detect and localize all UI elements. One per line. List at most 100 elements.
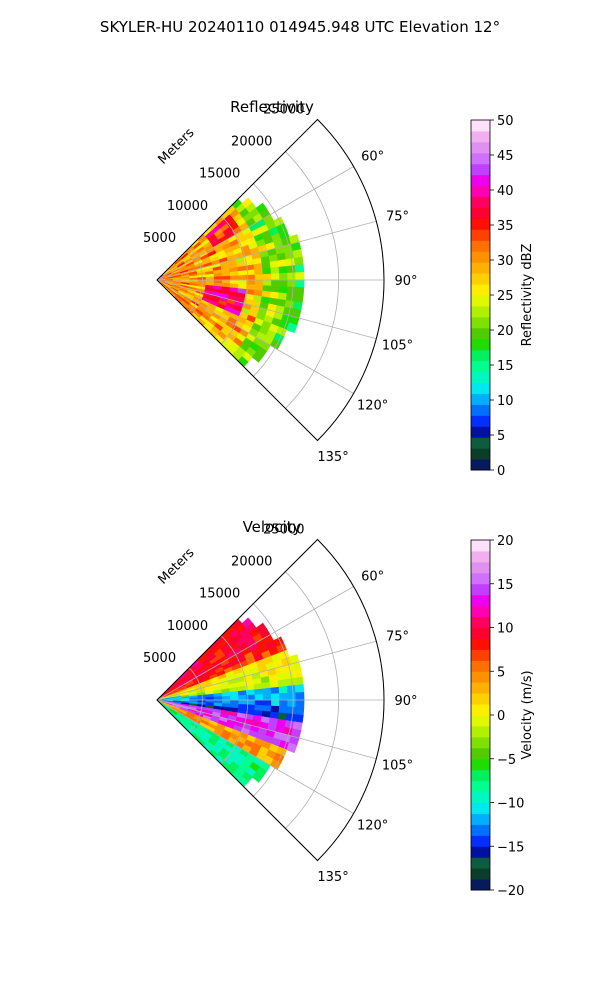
velocity-colorbar-segment xyxy=(471,802,490,814)
reflectivity-colorbar-tick-label: 5 xyxy=(497,429,505,444)
reflectivity-colorbar-tick-label: 30 xyxy=(497,254,514,269)
reflectivity-colorbar-segment xyxy=(471,305,490,318)
velocity-colorbar-tick-label: −10 xyxy=(497,797,524,812)
velocity-echo-cell xyxy=(286,706,297,715)
velocity-echo-cell xyxy=(221,695,231,701)
velocity-colorbar-segment xyxy=(471,572,490,585)
velocity-echo-cell xyxy=(294,684,305,694)
velocity-radial-tick-label: 10000 xyxy=(167,619,208,634)
velocity-colorbar-tick-label: 10 xyxy=(497,622,514,637)
reflectivity-colorbar-segment xyxy=(471,229,490,241)
reflectivity-colorbar-tick-label: 35 xyxy=(497,219,514,234)
reflectivity-colorbar-tick-label: 50 xyxy=(497,114,514,129)
velocity-colorbar-segment xyxy=(471,846,490,858)
velocity-echo-cell xyxy=(262,693,272,701)
velocity-radial-tick-label: 25000 xyxy=(263,522,304,537)
reflectivity-echo-cell xyxy=(229,271,239,277)
reflectivity-angle-tick-label: 75° xyxy=(386,210,409,225)
reflectivity-echo-cell xyxy=(279,279,289,288)
velocity-echo-cell xyxy=(261,681,272,690)
reflectivity-colorbar-segment xyxy=(471,448,490,460)
reflectivity-radial-tick-label: 20000 xyxy=(231,135,272,150)
velocity-echo-cell xyxy=(286,742,298,754)
velocity-colorbar-segment xyxy=(471,758,490,771)
reflectivity-colorbar-tick-label: 40 xyxy=(497,184,514,199)
velocity-echo-cell xyxy=(262,687,272,695)
velocity-colorbar-segment xyxy=(471,769,490,782)
reflectivity-echo-cell xyxy=(287,279,297,288)
reflectivity-echo-cell xyxy=(286,322,298,334)
velocity-echo-cell xyxy=(293,676,304,686)
velocity-echo-cell xyxy=(230,695,240,701)
velocity-colorbar-segment xyxy=(471,561,490,574)
reflectivity-echo-cell xyxy=(287,272,297,281)
velocity-echo-cell xyxy=(279,699,289,708)
velocity-colorbar-segment xyxy=(471,725,490,738)
reflectivity-angle-tick-label: 120° xyxy=(357,399,388,414)
velocity-colorbar-tick-label: −15 xyxy=(497,840,524,855)
velocity-radial-tick-label: 15000 xyxy=(199,587,240,602)
reflectivity-echo-cell xyxy=(278,266,288,274)
velocity-echo-cell xyxy=(277,679,288,688)
velocity-colorbar-segment xyxy=(471,824,490,836)
reflectivity-echo-cell xyxy=(270,273,280,281)
velocity-polar-grid xyxy=(156,538,385,862)
velocity-angle-tick-label: 105° xyxy=(382,758,413,773)
velocity-echo-cell xyxy=(295,691,305,701)
reflectivity-colorbar-tick-label: 15 xyxy=(497,359,514,374)
reflectivity-echo-cell xyxy=(270,285,280,294)
reflectivity-echo-cell xyxy=(286,265,297,274)
reflectivity-angle-tick-label: 60° xyxy=(361,150,384,165)
reflectivity-echo-cell xyxy=(294,286,305,296)
velocity-echo-cell xyxy=(285,677,296,687)
velocity-colorbar-segment xyxy=(471,550,490,563)
reflectivity-angle-tick-label: 105° xyxy=(382,338,413,353)
velocity-colorbar-segment xyxy=(471,791,490,803)
reflectivity-angle-spoke xyxy=(156,166,354,281)
reflectivity-echo-cell xyxy=(213,276,223,281)
reflectivity-colorbar-segment xyxy=(471,185,490,198)
reflectivity-colorbar-tick-label: 10 xyxy=(497,394,514,409)
velocity-colorbar-segment xyxy=(471,682,490,694)
velocity-echo-cell xyxy=(279,692,289,701)
reflectivity-echo-cell xyxy=(237,270,248,277)
velocity-echo-cell xyxy=(238,694,248,701)
velocity-echo-cell xyxy=(254,694,264,701)
velocity-colorbar-segment xyxy=(471,627,490,639)
reflectivity-echo-cell xyxy=(270,279,280,287)
reflectivity-radial-tick-label: 5000 xyxy=(143,231,176,246)
reflectivity-colorbar-segment xyxy=(471,240,490,252)
velocity-echo-cell xyxy=(286,685,297,694)
reflectivity-colorbar-tick-label: 0 xyxy=(497,464,505,479)
velocity-echo-cell xyxy=(251,771,264,783)
reflectivity-colorbar-segment xyxy=(471,316,490,329)
reflectivity-colorbar-segment xyxy=(471,262,490,274)
reflectivity-colorbar-segment xyxy=(471,141,490,154)
reflectivity-colorbar-segment xyxy=(471,426,490,438)
reflectivity-angle-tick-label: 135° xyxy=(317,450,348,465)
reflectivity-colorbar-segment xyxy=(471,152,490,165)
reflectivity-echo-cell xyxy=(295,279,305,289)
reflectivity-colorbar-segment xyxy=(471,207,490,219)
velocity-echo-cell xyxy=(270,693,280,701)
velocity-echo-cell xyxy=(295,699,305,709)
velocity-colorbar-segment xyxy=(471,736,490,749)
reflectivity-colorbar-tick-label: 45 xyxy=(497,149,514,164)
velocity-colorbar-segment xyxy=(471,704,490,716)
velocity-colorbar-segment xyxy=(471,780,490,793)
reflectivity-echo-cell xyxy=(277,259,288,268)
reflectivity-colorbar-segment xyxy=(471,163,490,176)
velocity-sector-outline xyxy=(156,538,385,862)
velocity-echo-cell xyxy=(270,686,280,695)
velocity-echo-cell xyxy=(278,706,288,714)
reflectivity-echo-cell xyxy=(279,272,289,281)
velocity-colorbar-tick-label: 15 xyxy=(497,578,514,593)
reflectivity-angle-spoke xyxy=(156,220,377,281)
velocity-colorbar-segment xyxy=(471,638,490,650)
reflectivity-colorbar-segment xyxy=(471,130,490,143)
velocity-echo-cell xyxy=(205,696,215,701)
velocity-echo-cell xyxy=(229,691,239,697)
velocity-echo-cell xyxy=(213,696,223,701)
reflectivity-sector-outline xyxy=(156,118,385,442)
figure-title: SKYLER-HU 20240110 014945.948 UTC Elevat… xyxy=(100,18,500,36)
